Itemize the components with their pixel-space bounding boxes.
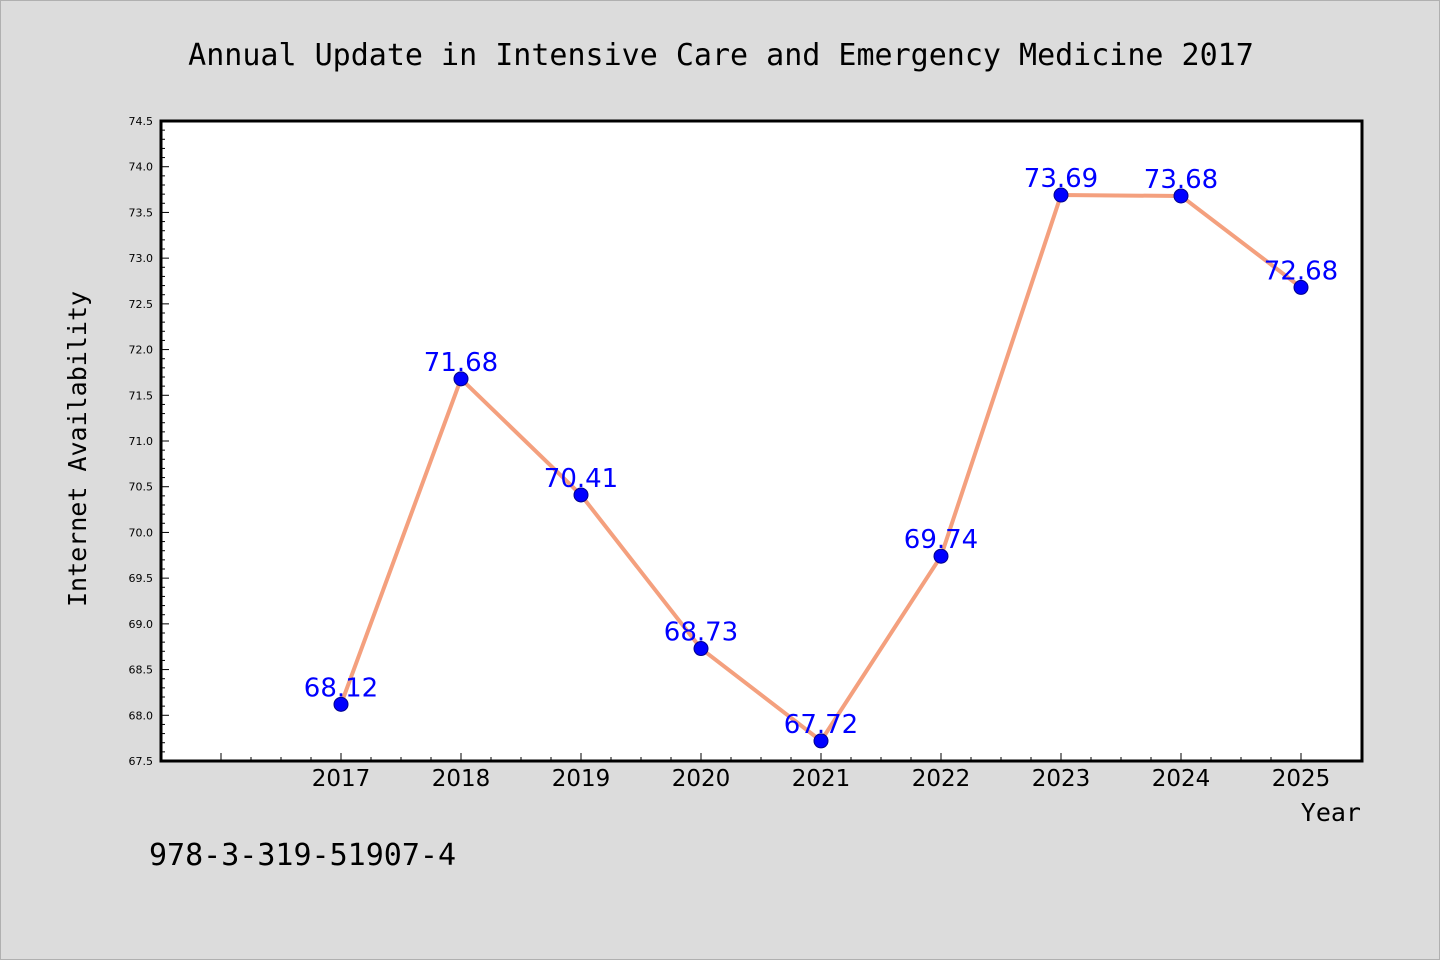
y-tick-label: 70.5 <box>129 481 154 494</box>
data-label: 70.41 <box>544 464 618 494</box>
y-tick-label: 74.5 <box>129 115 154 128</box>
x-tick-label: 2021 <box>792 766 851 792</box>
y-tick-label: 68.5 <box>129 664 154 677</box>
data-label: 73.69 <box>1024 164 1098 194</box>
data-point <box>333 696 349 712</box>
data-point <box>693 641 709 657</box>
data-label: 68.73 <box>664 618 738 648</box>
y-tick-label: 69.0 <box>129 618 154 631</box>
y-tick-label: 67.5 <box>129 755 154 768</box>
x-axis-ticks: 2017 2018 2019 2020 2021 2022 2023 2024 2025 <box>220 753 1331 792</box>
isbn-text: 978-3-319-51907-4 <box>149 838 456 873</box>
y-tick-label: 71.0 <box>129 435 154 448</box>
y-tick-label: 69.5 <box>129 572 154 585</box>
y-axis-ticks: 67.5 68.0 68.5 69.0 69.5 70.0 70.5 71.0 71.5 72.0… <box>129 115 169 768</box>
y-axis-label: Internet Availability <box>63 291 92 607</box>
x-tick-label: 2025 <box>1272 766 1331 792</box>
data-point <box>1293 279 1309 295</box>
x-axis-label: Year <box>1301 798 1361 827</box>
plot-area <box>159 119 1364 763</box>
y-tick-label: 71.5 <box>129 389 154 402</box>
x-tick-label: 2023 <box>1032 766 1091 792</box>
data-label: 69.74 <box>904 525 978 555</box>
data-point <box>813 733 829 749</box>
y-tick-label: 72.5 <box>129 298 154 311</box>
series-line-group: 68.12 71.68 70.41 68.73 67.72 69.74 73.69 73.68… <box>304 164 1338 749</box>
data-point <box>453 371 469 387</box>
chart-title: Annual Update in Intensive Care and Emer… <box>188 38 1254 73</box>
x-tick-label: 2017 <box>312 766 371 792</box>
y-tick-label: 70.0 <box>129 526 154 539</box>
data-point <box>1173 188 1189 204</box>
data-label: 72.68 <box>1264 256 1338 286</box>
data-point <box>1053 187 1069 203</box>
x-tick-label: 2020 <box>672 766 731 792</box>
data-label: 68.12 <box>304 673 378 703</box>
x-tick-label: 2024 <box>1152 766 1211 792</box>
data-point <box>573 487 589 503</box>
y-tick-label: 73.0 <box>129 252 154 265</box>
x-tick-label: 2022 <box>912 766 971 792</box>
y-tick-label: 73.5 <box>129 206 154 219</box>
data-label: 67.72 <box>784 710 858 740</box>
data-point <box>933 548 949 564</box>
y-tick-label: 72.0 <box>129 344 154 357</box>
y-tick-label: 68.0 <box>129 709 154 722</box>
y-tick-label: 74.0 <box>129 161 154 174</box>
data-label: 73.68 <box>1144 165 1218 195</box>
data-label: 71.68 <box>424 348 498 378</box>
x-tick-label: 2019 <box>552 766 611 792</box>
x-tick-label: 2018 <box>432 766 491 792</box>
